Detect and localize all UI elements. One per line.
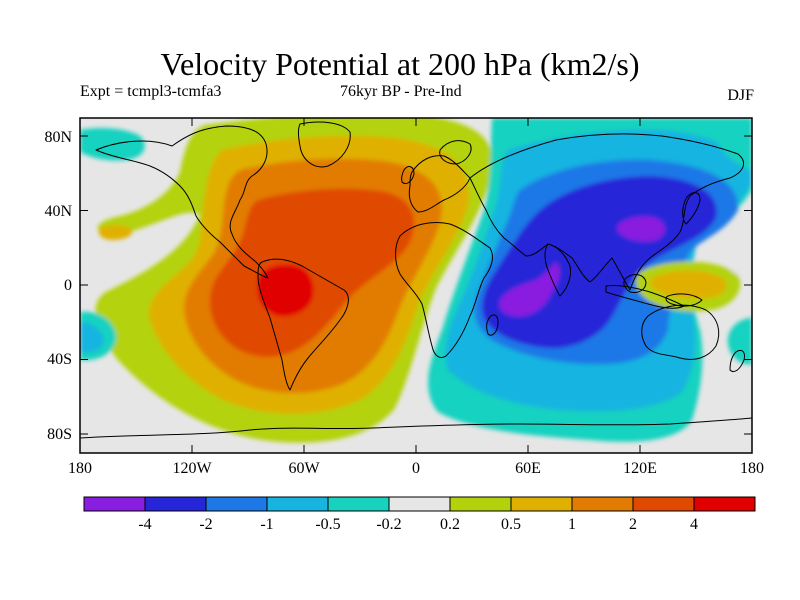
y-tick-label-80n: 80N [44, 129, 72, 146]
coast-south-america [257, 258, 349, 391]
map-frame [79, 117, 753, 454]
colorbar-swatch [571, 496, 634, 512]
contour-fill [80, 118, 752, 453]
colorbar-swatch [449, 496, 512, 512]
colorbar-label: 0.5 [501, 516, 521, 533]
x-tick-label-120e: 120E [623, 460, 657, 477]
colorbar-label: 2 [629, 516, 637, 533]
contour-negative-south-pacific-2 [80, 322, 104, 353]
y-tick-label-40n: 40N [44, 203, 72, 220]
colorbar-swatch [205, 496, 268, 512]
x-tick-label-60w: 60W [288, 460, 320, 477]
contour-gray-pacific-patch [725, 239, 752, 277]
coast-europe [408, 155, 471, 213]
coast-antarctica [80, 417, 752, 439]
coast-madagascar [486, 314, 499, 336]
colorbar-swatch [266, 496, 329, 512]
coastlines [80, 121, 752, 439]
contour-negative-north-pacific-2 [716, 120, 752, 170]
coast-australia [641, 304, 720, 360]
colorbar-swatch [327, 496, 390, 512]
colorbar-swatch [144, 496, 207, 512]
colorbar-label: 0.2 [440, 516, 460, 533]
contour-negative-east-edge [727, 318, 752, 365]
colorbar-label: -1 [260, 516, 274, 533]
coast-asia [469, 133, 745, 291]
coast-new-zealand [729, 349, 745, 373]
period-label: 76kyr BP - Pre-Ind [340, 83, 462, 100]
contour-positive-4 [257, 264, 314, 317]
colorbar-swatch [83, 496, 146, 512]
coast-africa [395, 222, 493, 359]
contour-positive-pacific-05b [650, 270, 727, 299]
colorbar-label: 4 [690, 516, 698, 533]
y-tick-label-80s: 80S [47, 426, 72, 443]
y-tick-label-0: 0 [64, 277, 72, 294]
x-tick-label-0: 0 [412, 460, 420, 477]
colorbar-swatch [510, 496, 573, 512]
contour-positive-2 [209, 188, 415, 357]
x-tick-label-180w: 180 [68, 460, 92, 477]
coast-north-america [95, 125, 269, 279]
x-tick-label-60e: 60E [515, 460, 541, 477]
coast-india [544, 243, 571, 297]
map-title: Velocity Potential at 200 hPa (km2/s) [160, 46, 640, 82]
colorbar-label: 1 [568, 516, 576, 533]
colorbar-label: -4 [138, 516, 152, 533]
colorbar-swatch [632, 496, 695, 512]
contour-positive-pacific-small [98, 225, 133, 240]
colorbar-swatch [693, 496, 756, 512]
y-tick-label-40s: 40S [47, 351, 72, 368]
coast-japan [682, 192, 701, 225]
experiment-label: Expt = tcmpl3-tcmfa3 [80, 83, 222, 100]
coast-greenland [298, 121, 351, 168]
contour-negative-4-eastasia [617, 216, 665, 242]
contour-negative-4-indian [499, 262, 560, 317]
coast-scandinavia [439, 140, 472, 165]
colorbar-label: -0.5 [315, 516, 341, 533]
x-tick-label-180e: 180 [740, 460, 764, 477]
coast-borneo [623, 274, 647, 293]
colorbar-label: -2 [199, 516, 213, 533]
x-tick-label-120w: 120W [172, 460, 212, 477]
season-label: DJF [727, 87, 754, 104]
colorbar-swatch [388, 496, 451, 512]
colorbar-label: -0.2 [376, 516, 402, 533]
coast-uk [401, 166, 415, 185]
colorbar [83, 496, 756, 512]
